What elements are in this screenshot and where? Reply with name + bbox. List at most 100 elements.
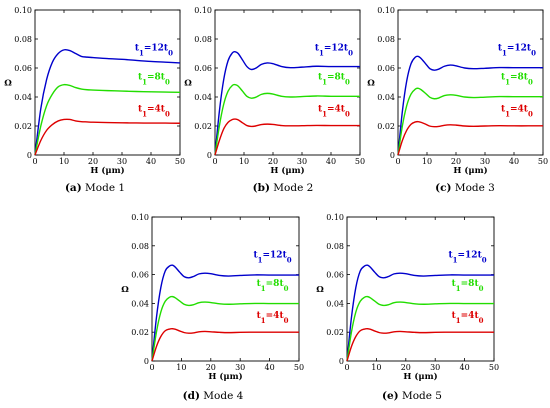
caption-label: (b) [253, 182, 270, 194]
y-tick-label: 0.02 [326, 328, 344, 337]
series-label-2: t1=8t0 [257, 279, 289, 293]
x-axis-title: H (μm) [403, 371, 437, 382]
x-tick-label: 40 [509, 157, 519, 166]
x-tick-label: 0 [32, 157, 37, 166]
x-axis-title: H (μm) [453, 165, 487, 176]
x-tick-label: 30 [297, 157, 307, 166]
caption-label: (d) [183, 390, 200, 402]
y-tick-label: 0 [144, 357, 149, 366]
plot-frame [346, 216, 495, 362]
x-tick-label: 30 [235, 363, 245, 372]
y-tick-label: 0.02 [131, 328, 149, 337]
y-tick-label: 0.06 [377, 64, 395, 73]
x-tick-label: 40 [265, 363, 275, 372]
series-line-2 [214, 83, 360, 156]
caption-text: Mode 3 [451, 182, 494, 194]
x-tick-label: 40 [460, 363, 470, 372]
series-line-3 [34, 118, 181, 156]
x-tick-label: 20 [206, 363, 216, 372]
y-tick-label: 0.10 [326, 213, 344, 222]
y-axis-title: Ω [367, 79, 375, 89]
x-tick-label: 0 [344, 363, 349, 372]
y-tick-label: 0.04 [326, 299, 344, 308]
series-line-1 [34, 49, 181, 156]
series-label-3: t1=4t0 [138, 105, 170, 119]
y-tick-label: 0.08 [14, 35, 32, 44]
caption-label: (e) [382, 390, 399, 402]
x-tick-label: 30 [430, 363, 440, 372]
x-tick-label: 10 [422, 157, 432, 166]
x-tick-label: 10 [371, 363, 381, 372]
series-line-1 [214, 50, 360, 156]
x-tick-label: 20 [268, 157, 278, 166]
chart-panel-1: 0 0.02 0.04 0.06 0.08 0.10 0 10 20 30 40 50 H (μm) Ωt… [4, 6, 185, 194]
series-line-3 [151, 328, 299, 362]
y-tick-label: 0 [390, 151, 395, 160]
y-tick-label: 0.06 [194, 64, 212, 73]
x-tick-label: 50 [294, 363, 304, 372]
chart-panel-2: 0 0.02 0.04 0.06 0.08 0.10 0 10 20 30 40 50 H (μm) Ωt… [184, 6, 365, 194]
y-tick-label: 0.08 [194, 35, 212, 44]
y-tick-label: 0 [339, 357, 344, 366]
y-tick-label: 0 [207, 151, 212, 160]
series-label-3: t1=4t0 [257, 311, 289, 325]
series-line-1 [346, 264, 494, 362]
series-label-2: t1=8t0 [138, 73, 170, 87]
series-line-2 [34, 83, 181, 156]
caption-text: Mode 1 [82, 182, 125, 194]
caption-label: (c) [435, 182, 451, 194]
y-tick-label: 0.04 [194, 93, 212, 102]
caption-text: Mode 4 [200, 390, 244, 402]
x-axis-title: H (μm) [90, 165, 124, 176]
y-tick-label: 0.10 [131, 213, 149, 222]
chart-panel-4: 0 0.02 0.04 0.06 0.08 0.10 0 10 20 30 40 50 H (μm) Ωt… [121, 213, 304, 402]
x-tick-label: 0 [149, 363, 154, 372]
series-label-1: t1=12t0 [135, 44, 173, 58]
series-label-1: t1=12t0 [253, 250, 291, 264]
caption-text: Mode 2 [270, 182, 313, 194]
y-tick-label: 0.02 [194, 122, 212, 131]
y-tick-label: 0.04 [377, 93, 395, 102]
x-tick-label: 20 [451, 157, 461, 166]
panel-caption: (d) Mode 4 [183, 390, 244, 402]
x-tick-label: 50 [355, 157, 365, 166]
series-line-3 [214, 118, 360, 156]
series-label-3: t1=4t0 [501, 105, 533, 119]
x-tick-label: 10 [59, 157, 69, 166]
x-tick-label: 40 [326, 157, 336, 166]
y-axis-title: Ω [316, 285, 324, 295]
y-tick-label: 0.02 [14, 122, 32, 131]
y-tick-label: 0.08 [326, 242, 344, 251]
y-axis-title: Ω [4, 79, 12, 89]
series-line-2 [151, 295, 300, 362]
chart-panel-5: 0 0.02 0.04 0.06 0.08 0.10 0 10 20 30 40 50 H (μm) Ωt… [316, 213, 499, 402]
x-tick-label: 20 [401, 363, 411, 372]
series-label-1: t1=12t0 [315, 44, 353, 58]
x-tick-label: 30 [117, 157, 127, 166]
y-tick-label: 0.04 [14, 93, 32, 102]
chart-panel-3: 0 0.02 0.04 0.06 0.08 0.10 0 10 20 30 40 50 H (μm) Ωt… [367, 6, 548, 194]
panel-caption: (a) Mode 1 [65, 182, 125, 194]
x-tick-label: 10 [176, 363, 186, 372]
series-label-3: t1=4t0 [452, 311, 484, 325]
x-tick-label: 30 [480, 157, 490, 166]
y-axis-title: Ω [121, 285, 129, 295]
x-tick-label: 0 [395, 157, 400, 166]
y-tick-label: 0.10 [194, 6, 212, 15]
x-tick-label: 10 [239, 157, 249, 166]
series-line-1 [397, 55, 543, 156]
x-axis-title: H (μm) [270, 165, 304, 176]
x-tick-label: 50 [489, 363, 499, 372]
y-tick-label: 0.06 [326, 271, 344, 280]
x-tick-label: 40 [146, 157, 156, 166]
series-label-2: t1=8t0 [501, 73, 533, 87]
series-label-3: t1=4t0 [318, 105, 350, 119]
series-label-2: t1=8t0 [318, 73, 350, 87]
plot-frame [34, 9, 181, 156]
panel-caption: (c) Mode 3 [435, 182, 495, 194]
series-line-2 [346, 295, 495, 362]
y-axis-title: Ω [184, 79, 192, 89]
x-tick-label: 0 [212, 157, 217, 166]
series-label-2: t1=8t0 [452, 279, 484, 293]
